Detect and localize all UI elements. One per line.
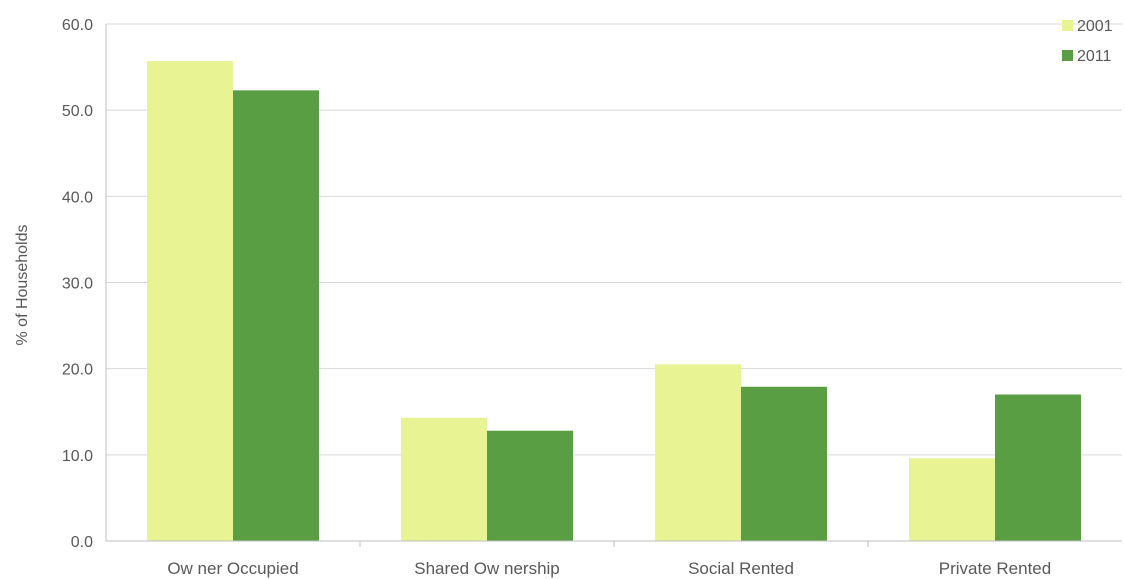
y-tick-label: 20.0: [62, 362, 93, 379]
bar-2001-2: [401, 417, 487, 541]
legend-swatch-2011: [1062, 50, 1073, 61]
y-tick-label: 60.0: [62, 17, 93, 34]
bar-2001-1: [147, 61, 233, 541]
y-tick-label: 0.0: [71, 534, 93, 551]
bar-2011-3: [741, 386, 827, 541]
bar-2011-2: [487, 430, 573, 541]
y-tick-labels: 0.0 10.0 20.0 30.0 40.0 50.0 60.0: [62, 17, 93, 551]
x-category-label: Social Rented: [688, 559, 794, 578]
bar-2011-1: [233, 90, 319, 542]
bars: [147, 61, 1081, 542]
x-category-label: Shared Ow nership: [414, 559, 560, 578]
bar-2011-4: [995, 394, 1081, 541]
legend: 2001 2011: [1062, 18, 1113, 65]
x-category-label: Ow ner Occupied: [167, 559, 298, 578]
legend-label-2001: 2001: [1077, 18, 1113, 35]
x-category-labels: Ow ner Occupied Shared Ow nership Social R…: [167, 559, 1051, 578]
y-tick-label: 50.0: [62, 103, 93, 120]
legend-label-2011: 2011: [1077, 48, 1112, 65]
x-category-label: Private Rented: [939, 559, 1051, 578]
y-tick-label: 40.0: [62, 189, 93, 206]
y-tick-label: 30.0: [62, 276, 93, 293]
y-axis-title: % of Households: [14, 225, 31, 346]
axes: [105, 24, 1122, 547]
bar-2001-4: [909, 458, 995, 541]
legend-swatch-2001: [1062, 20, 1073, 31]
bar-2001-3: [655, 364, 741, 541]
y-tick-label: 10.0: [62, 448, 93, 465]
